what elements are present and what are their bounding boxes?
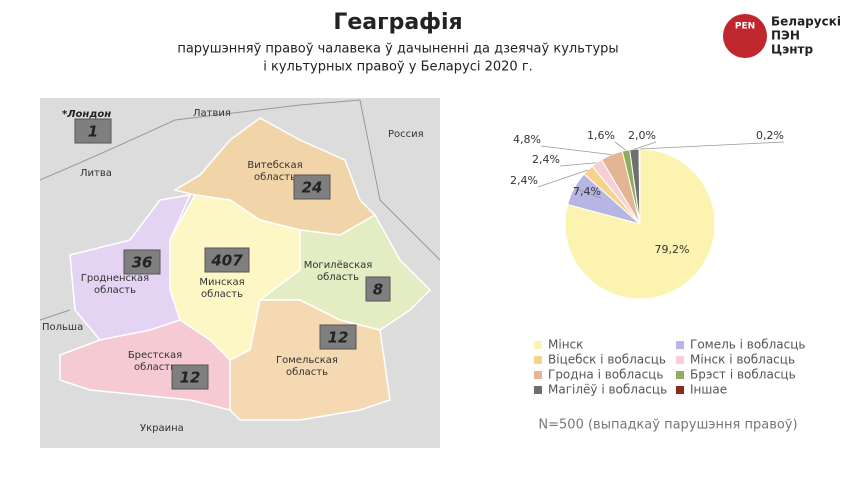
logo-text: Беларускі <box>771 15 841 29</box>
legend-label: Іншае <box>690 383 727 397</box>
legend-label: Гродна і вобласць <box>548 368 663 382</box>
country-label: Литва <box>80 168 112 179</box>
region-name: Витебская <box>247 160 302 171</box>
count-box <box>74 118 112 144</box>
border <box>359 99 441 261</box>
country-label: Украина <box>140 423 184 434</box>
legend-label: Мінск <box>548 338 583 352</box>
legend-swatch <box>534 341 542 349</box>
data-label: 0,2% <box>756 129 784 142</box>
legend-label: Магілёў і вобласць <box>548 383 667 397</box>
region-name: Гомельская <box>276 355 338 366</box>
logo-circle <box>723 14 767 58</box>
leader-line <box>614 141 627 151</box>
legend-label: Віцебск і вобласць <box>548 353 666 367</box>
count-box <box>171 364 209 390</box>
count: 12 <box>328 329 349 347</box>
region-name: Гродненская <box>81 273 149 284</box>
data-label: 2,4% <box>532 153 560 166</box>
data-label: 79,2% <box>655 243 690 256</box>
data-label: 4,8% <box>513 133 541 146</box>
border <box>39 309 71 321</box>
legend-swatch <box>676 356 684 364</box>
region-name: область <box>286 367 328 378</box>
count-box <box>365 276 391 302</box>
count-box <box>204 247 250 273</box>
region-name: область <box>134 362 176 373</box>
data-label: 1,6% <box>587 129 615 142</box>
legend-label: Гомель і вобласць <box>690 338 805 352</box>
legend-label: Мінск і вобласць <box>690 353 795 367</box>
region-name: область <box>254 172 296 183</box>
count: 1 <box>88 123 98 141</box>
legend-swatch <box>676 341 684 349</box>
country-label: Латвия <box>193 108 231 119</box>
region-name: область <box>201 289 243 300</box>
region-name: Могилёвская <box>304 260 373 271</box>
logo-badge: PEN <box>735 22 755 32</box>
leader-line <box>639 141 785 150</box>
leader-line <box>634 141 657 150</box>
count: 24 <box>302 179 323 197</box>
legend-swatch <box>676 371 684 379</box>
count-box <box>319 324 357 350</box>
leader-line <box>559 162 597 167</box>
leader-line <box>537 169 589 188</box>
data-label: 2,4% <box>510 174 538 187</box>
country-label: Польша <box>42 322 83 333</box>
count: 12 <box>180 369 201 387</box>
country-label: Россия <box>388 129 424 140</box>
london-label: *Лондон <box>62 109 111 120</box>
legend-swatch <box>534 386 542 394</box>
count: 407 <box>210 252 243 270</box>
count: 36 <box>132 254 153 272</box>
legend-swatch <box>676 386 684 394</box>
subtitle: парушэнняў правоў чалавека ў дачыненні д… <box>177 42 618 57</box>
legend-swatch <box>534 371 542 379</box>
count: 8 <box>373 281 383 299</box>
note: N=500 (выпадкаў парушэння правоў) <box>538 418 797 433</box>
logo-text: ПЭН <box>771 29 800 43</box>
count-box <box>123 249 161 275</box>
map: Латвия Россия Литва Польша Украина *Лонд… <box>39 98 441 448</box>
leader-line <box>540 145 612 156</box>
border <box>39 99 361 181</box>
data-label: 2,0% <box>628 129 656 142</box>
leader-line <box>573 187 602 199</box>
legend-label: Брэст і вобласць <box>690 368 796 382</box>
subtitle: і культурных правоў у Беларусі 2020 г. <box>263 60 533 75</box>
logo-text: Цэнтр <box>771 43 813 57</box>
count-box <box>293 174 331 200</box>
region-name: область <box>317 272 359 283</box>
legend-swatch <box>534 356 542 364</box>
region-name: Минская <box>199 277 244 288</box>
data-label: 7,4% <box>573 185 601 198</box>
region-name: Брестская <box>128 350 182 361</box>
title: Геаграфія <box>333 10 462 35</box>
region-name: область <box>94 285 136 296</box>
